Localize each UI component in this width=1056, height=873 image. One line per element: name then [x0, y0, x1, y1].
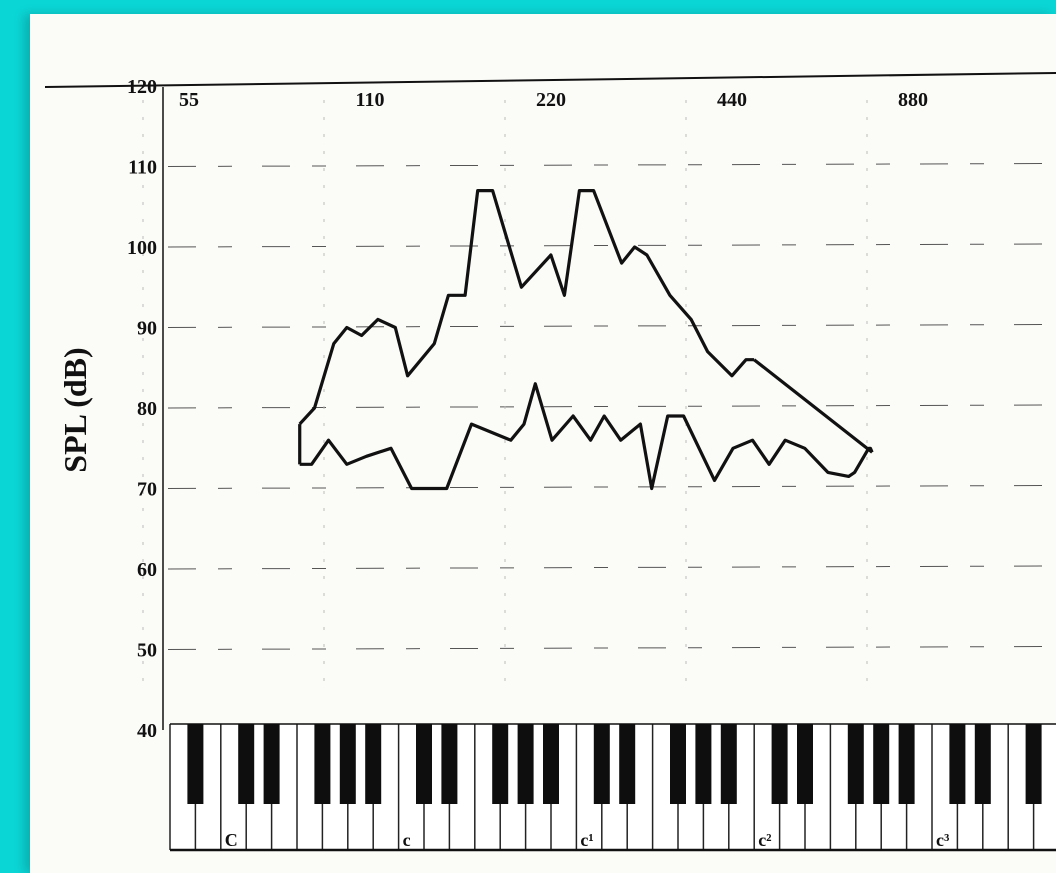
key-label: c² — [758, 830, 771, 850]
grid-line-80 — [167, 404, 1056, 409]
grid-line-90 — [167, 324, 1056, 328]
black-key — [593, 724, 610, 804]
black-key — [416, 724, 432, 804]
black-key — [797, 724, 813, 804]
black-key — [543, 724, 559, 804]
y-tick-label-40: 40 — [137, 720, 157, 742]
black-key — [695, 724, 712, 804]
key-label: c³ — [936, 830, 950, 850]
key-label: c — [403, 830, 411, 850]
black-key — [670, 724, 686, 804]
black-key — [949, 724, 966, 804]
grid-line-60 — [167, 565, 1056, 570]
y-tick-label-100: 100 — [127, 237, 157, 259]
black-key — [1025, 724, 1042, 804]
black-key — [263, 724, 280, 804]
series-upper-line — [298, 189, 755, 426]
black-key — [238, 724, 255, 804]
y-axis-label: SPL (dB) — [57, 347, 93, 472]
x-tick-label-880: 880 — [898, 89, 928, 111]
grid-line-50 — [167, 646, 1056, 650]
series-right-edge — [753, 358, 874, 454]
black-key — [187, 724, 204, 804]
y-tick-label-70: 70 — [137, 479, 157, 501]
y-tick-label-80: 80 — [137, 398, 157, 420]
key-label: c¹ — [580, 830, 593, 850]
series-lower-line — [299, 382, 874, 491]
series-group — [298, 189, 874, 491]
keyboard-base — [170, 724, 1056, 850]
black-key — [898, 724, 915, 804]
x-tick-label-440: 440 — [717, 89, 747, 111]
grid — [142, 100, 1056, 690]
y-tick-label-50: 50 — [137, 640, 157, 662]
black-key — [720, 724, 737, 804]
black-key — [365, 724, 382, 804]
black-key — [847, 724, 864, 804]
black-key — [314, 724, 331, 804]
x-tick-label-220: 220 — [536, 89, 566, 111]
y-tick-label-120: 120 — [127, 76, 157, 98]
black-key — [873, 724, 890, 804]
black-key — [619, 724, 636, 804]
black-key — [441, 724, 458, 804]
black-key — [974, 724, 991, 804]
black-key — [771, 724, 788, 804]
black-key — [517, 724, 534, 804]
x-tick-labels: 55 110 220 440 880 — [179, 89, 928, 111]
grid-line-110 — [167, 163, 1056, 167]
key-label: C — [225, 830, 238, 850]
x-tick-label-110: 110 — [356, 89, 385, 111]
grid-line-70 — [167, 485, 1056, 489]
y-tick-label-60: 60 — [137, 559, 157, 581]
black-key — [339, 724, 356, 804]
x-tick-label-55: 55 — [179, 89, 199, 111]
grid-line-100 — [167, 243, 1056, 248]
y-tick-labels: 120 110 100 90 80 70 60 50 40 — [127, 76, 157, 742]
top-border-line — [44, 72, 1056, 88]
y-tick-label-90: 90 — [137, 318, 157, 340]
black-key — [492, 724, 509, 804]
y-tick-label-110: 110 — [128, 157, 157, 179]
